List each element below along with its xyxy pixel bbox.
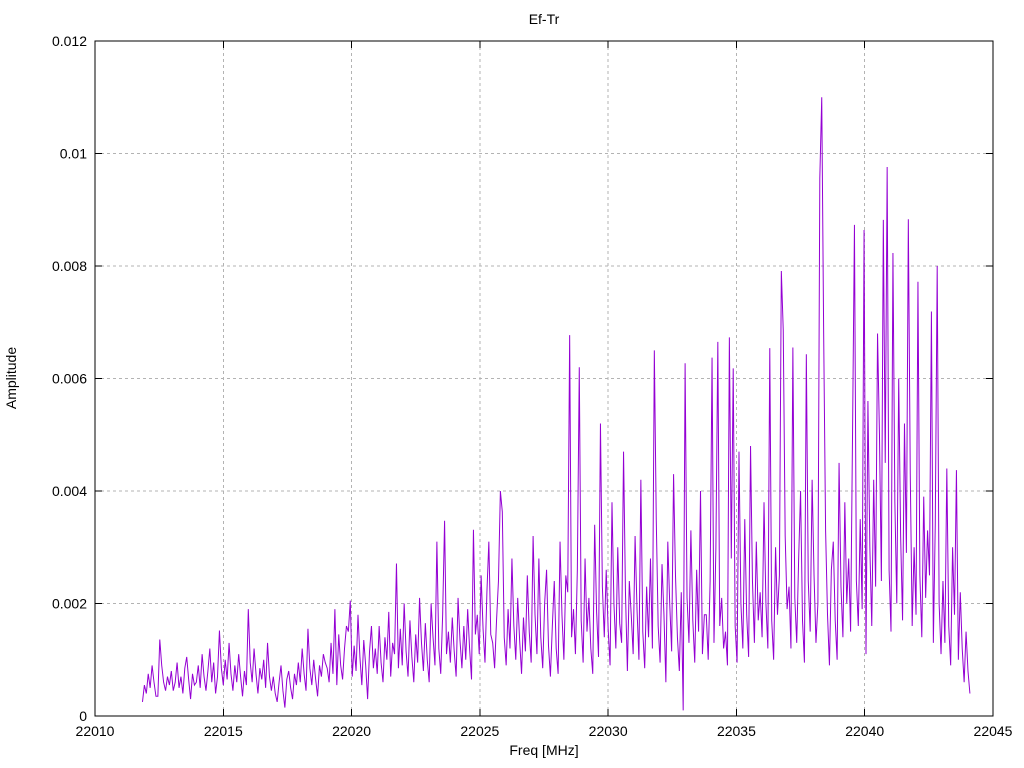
x-tick-label: 22040 bbox=[845, 723, 884, 739]
x-tick-label: 22030 bbox=[589, 723, 628, 739]
x-axis-label: Freq [MHz] bbox=[509, 742, 579, 758]
series-line bbox=[141, 97, 971, 711]
x-tick-label: 22035 bbox=[717, 723, 756, 739]
x-tick-label: 22010 bbox=[76, 723, 115, 739]
x-tick-label: 22045 bbox=[974, 723, 1013, 739]
y-tick-label: 0.004 bbox=[52, 483, 87, 499]
x-tick-label: 22015 bbox=[204, 723, 243, 739]
y-tick-label: 0 bbox=[79, 708, 87, 724]
y-tick-label: 0.008 bbox=[52, 258, 87, 274]
y-axis-label: Amplitude bbox=[3, 346, 19, 410]
x-tick-label: 22025 bbox=[460, 723, 499, 739]
y-tick-label: 0.006 bbox=[52, 371, 87, 387]
y-tick-label: 0.012 bbox=[52, 33, 87, 49]
x-tick-label: 22020 bbox=[332, 723, 371, 739]
y-tick-label: 0.002 bbox=[52, 596, 87, 612]
y-tick-label: 0.01 bbox=[60, 146, 87, 162]
chart-title: Ef-Tr bbox=[528, 11, 560, 27]
